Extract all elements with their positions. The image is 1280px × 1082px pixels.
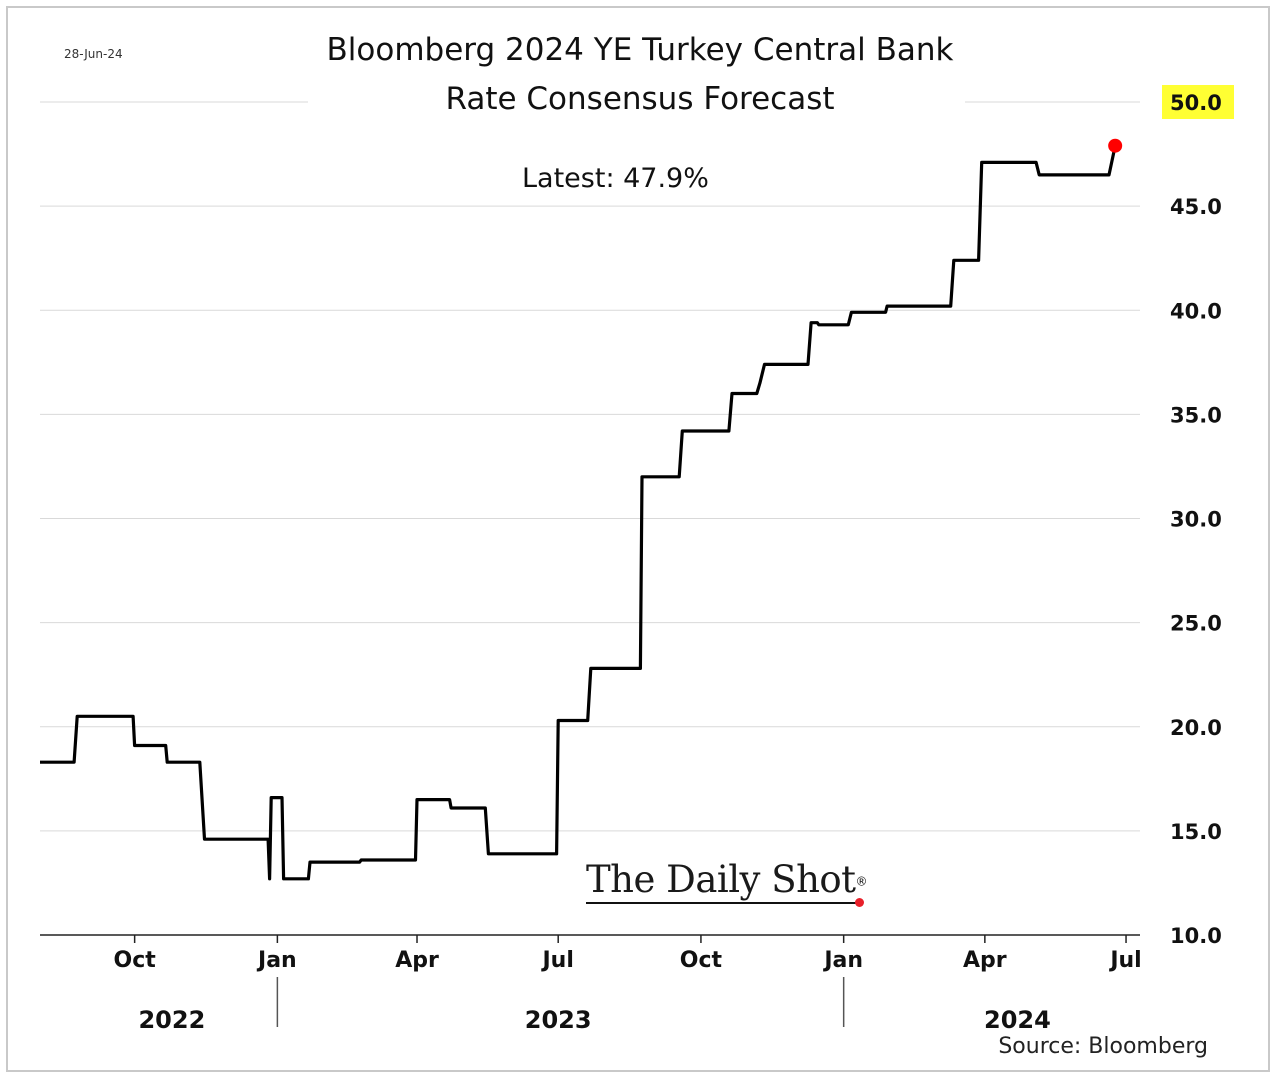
source-note: Source: Bloomberg <box>998 1034 1208 1059</box>
year-label: 2022 <box>138 1006 205 1034</box>
x-tick-label: Jan <box>822 948 863 973</box>
logo-text: The Daily Shot <box>586 858 856 901</box>
x-tick-label: Oct <box>680 948 723 973</box>
year-label: 2024 <box>984 1006 1051 1034</box>
y-tick-label: 15.0 <box>1170 820 1222 844</box>
y-tick-label: 35.0 <box>1170 403 1222 427</box>
y-tick-label: 10.0 <box>1170 924 1222 948</box>
x-axis: Oct Jan Apr Jul Oct Jan Apr Jul 2022 2023 2024 <box>114 935 1142 1034</box>
title-line-2: Rate Consensus Forecast <box>445 81 835 117</box>
year-label: 2023 <box>525 1006 592 1034</box>
y-tick-label: 50.0 <box>1170 91 1222 115</box>
highlight-box <box>1162 85 1234 119</box>
series-line <box>40 145 1117 881</box>
y-tick-label: 45.0 <box>1170 195 1222 219</box>
logo-underline <box>586 902 858 904</box>
date-note: 28-Jun-24 <box>64 47 123 61</box>
title-line-1: Bloomberg 2024 YE Turkey Central Bank <box>326 32 954 68</box>
latest-annotation: Latest: 47.9% <box>522 163 709 194</box>
y-tick-label: 30.0 <box>1170 508 1222 532</box>
chart-frame <box>6 6 1270 1072</box>
x-tick-label: Jan <box>256 948 297 973</box>
daily-shot-logo: The Daily Shot® <box>586 860 886 912</box>
y-tick-label: 25.0 <box>1170 612 1222 636</box>
y-tick-label: 40.0 <box>1170 299 1222 323</box>
x-tick-label: Apr <box>963 948 1007 973</box>
x-tick-label: Jul <box>1108 948 1141 973</box>
gridlines <box>40 101 1140 936</box>
x-tick-label: Jul <box>540 948 573 973</box>
series-group <box>40 138 1123 881</box>
registered-mark: ® <box>855 874 868 889</box>
x-tick-label: Oct <box>114 948 157 973</box>
y-axis-labels: 10.0 15.0 20.0 25.0 30.0 35.0 40.0 45.0 50.0 <box>1170 91 1222 948</box>
chart-title: Bloomberg 2024 YE Turkey Central Bank Ra… <box>290 26 990 124</box>
latest-point <box>1108 138 1123 153</box>
x-tick-label: Apr <box>395 948 439 973</box>
y-tick-label: 20.0 <box>1170 716 1222 740</box>
logo-dot <box>855 898 864 907</box>
